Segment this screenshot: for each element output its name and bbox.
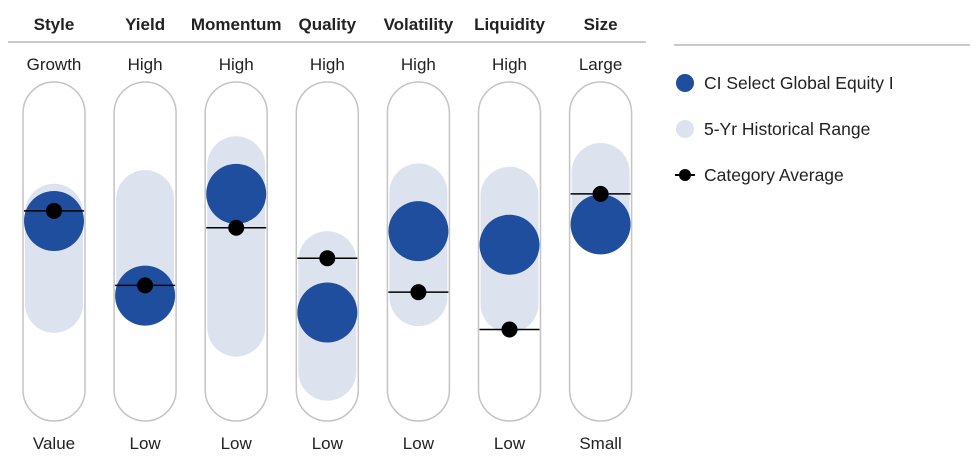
top-label-size: Large — [579, 55, 622, 74]
factor-header-momentum: Momentum — [191, 15, 282, 34]
fund-dot-icon — [674, 73, 704, 93]
bottom-label-size: Small — [579, 434, 622, 453]
legend-item-category: Category Average — [674, 152, 970, 198]
bottom-label-style: Value — [33, 434, 75, 453]
range-dot-icon — [674, 119, 704, 139]
fund-dot-momentum — [206, 163, 267, 224]
fund-dot-yield — [115, 265, 176, 326]
legend-fund-label: CI Select Global Equity I — [704, 72, 894, 93]
legend-range-label: 5-Yr Historical Range — [704, 118, 871, 139]
factor-column-yield: Yield High Low — [113, 15, 177, 453]
category-dot-style — [46, 202, 62, 219]
category-dot-size — [592, 185, 609, 202]
fund-dot-style — [24, 190, 84, 251]
fund-dot-liquidity — [479, 214, 540, 275]
factor-column-volatility: Volatility High Low — [384, 15, 454, 453]
legend-item-fund: CI Select Global Equity I — [674, 60, 970, 106]
legend-category-label: Category Average — [704, 164, 844, 185]
top-label-momentum: High — [219, 55, 254, 74]
top-label-volatility: High — [401, 55, 436, 74]
fund-dot-size — [570, 194, 631, 255]
bottom-label-yield: Low — [130, 434, 162, 453]
factor-header-volatility: Volatility — [384, 15, 454, 34]
bottom-label-liquidity: Low — [494, 434, 526, 453]
factor-column-quality: Quality High Low — [295, 15, 360, 453]
factor-header-size: Size — [584, 15, 618, 34]
legend: CI Select Global Equity I 5-Yr Historica… — [674, 44, 970, 198]
fund-dot-quality — [297, 282, 358, 343]
factor-column-liquidity: Liquidity High Low — [474, 15, 545, 453]
top-label-quality: High — [310, 55, 345, 74]
factor-column-size: Size Large Small — [568, 15, 633, 453]
factor-column-momentum: Momentum High Low — [191, 15, 282, 453]
factor-column-style: Style Growth Value — [22, 15, 86, 453]
legend-item-range: 5-Yr Historical Range — [674, 106, 970, 152]
factor-profile-chart: Style Growth Value Yield High Low Momentum High… — [8, 15, 646, 453]
legend-rule — [674, 44, 970, 46]
fund-dot-volatility — [388, 201, 449, 262]
category-dot-volatility — [410, 284, 427, 301]
top-label-yield: High — [128, 55, 163, 74]
top-label-style: Growth — [27, 55, 82, 74]
factor-header-liquidity: Liquidity — [474, 15, 545, 34]
category-dot-yield — [137, 277, 154, 294]
factor-header-style: Style — [34, 15, 75, 34]
bottom-label-momentum: Low — [221, 434, 253, 453]
factor-header-yield: Yield — [125, 15, 165, 34]
top-label-liquidity: High — [492, 55, 527, 74]
category-average-icon — [674, 165, 704, 185]
category-dot-liquidity — [501, 321, 518, 338]
category-dot-quality — [319, 250, 336, 267]
bottom-label-quality: Low — [312, 434, 344, 453]
factor-header-quality: Quality — [298, 15, 356, 34]
category-dot-momentum — [228, 219, 245, 236]
bottom-label-volatility: Low — [403, 434, 435, 453]
